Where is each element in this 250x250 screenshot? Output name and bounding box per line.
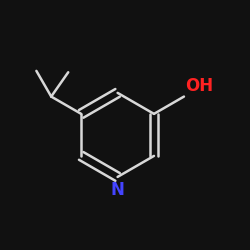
Text: OH: OH: [185, 77, 213, 95]
Text: N: N: [111, 181, 124, 199]
